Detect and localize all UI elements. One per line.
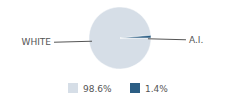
legend-swatch [130,83,140,93]
legend-label: 98.6% [83,84,112,94]
slice-label: WHITE [22,37,52,47]
leader-line [54,41,92,42]
legend: 98.6% 1.4% [68,83,168,94]
pie: WHITE A.I. [22,7,204,69]
leader-line [148,39,186,40]
slice-label: A.I. [189,35,203,45]
pie-slice [89,7,151,69]
legend-swatch [68,83,78,93]
chart: WHITE A.I. 98.6% 1.4% [0,0,240,100]
pie-slice [120,35,151,38]
legend-label: 1.4% [145,84,168,94]
